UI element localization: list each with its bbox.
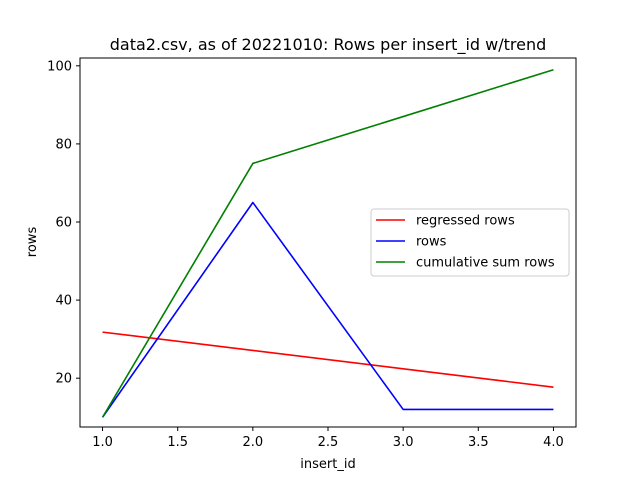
legend-label-rows: rows <box>416 235 447 250</box>
chart-title: data2.csv, as of 20221010: Rows per inse… <box>110 35 547 55</box>
legend-label-cumulative-sum-rows: cumulative sum rows <box>416 256 555 271</box>
x-tick-label: 2.0 <box>243 435 264 450</box>
x-tick-label: 1.0 <box>92 435 113 450</box>
y-tick-label: 60 <box>55 216 72 231</box>
y-tick-label: 40 <box>55 294 72 309</box>
series-line-regressed-rows <box>102 331 554 388</box>
y-axis: 20 40 60 80 100 <box>47 59 80 387</box>
x-axis-label: insert_id <box>300 457 355 472</box>
x-axis: 1.0 1.5 2.0 2.5 3.0 3.5 4.0 <box>92 427 564 450</box>
legend: regressed rows rows cumulative sum rows <box>370 208 570 277</box>
y-tick-label: 80 <box>55 137 72 152</box>
y-tick-label: 20 <box>55 372 72 387</box>
legend-label-regressed-rows: regressed rows <box>416 214 515 229</box>
series-line-rows <box>101 201 554 418</box>
x-tick-label: 1.5 <box>167 435 188 450</box>
series-line-cumulative-sum-rows <box>101 68 554 418</box>
x-tick-label: 2.5 <box>318 435 339 450</box>
x-tick-label: 4.0 <box>543 435 564 450</box>
x-tick-label: 3.0 <box>393 435 414 450</box>
x-tick-label: 3.5 <box>468 435 489 450</box>
y-axis-label: rows <box>25 227 40 258</box>
legend-box <box>370 208 570 277</box>
plot-area <box>101 68 554 418</box>
y-tick-label: 100 <box>47 59 72 74</box>
